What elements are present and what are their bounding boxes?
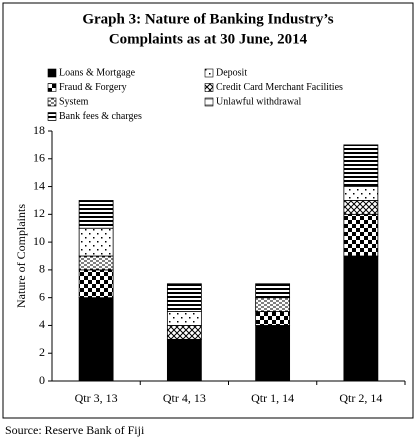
bar-segment <box>166 325 202 340</box>
bar-segment <box>255 325 291 382</box>
y-tick-label: 14 <box>33 178 45 192</box>
y-tick-label: 8 <box>39 262 45 276</box>
y-axis-label: Nature of Complaints <box>14 204 28 308</box>
bar-segment <box>78 255 114 271</box>
bar-segment <box>78 269 114 299</box>
y-tick-label: 18 <box>33 123 45 137</box>
legend-swatch <box>47 83 57 92</box>
bar-segment <box>255 283 291 299</box>
x-tick-label: Qtr 3, 13 <box>75 391 118 405</box>
source: Source: Reserve Bank of Fiji <box>5 423 145 437</box>
y-tick-label: 10 <box>33 234 45 248</box>
bar-segment <box>343 186 379 201</box>
bar-segment <box>78 297 114 382</box>
legend-label: Unlawful withdrawal <box>216 96 301 107</box>
legend-label: System <box>59 96 89 107</box>
legend-swatch <box>47 68 57 78</box>
legend-label: Credit Card Merchant Facilities <box>216 82 343 93</box>
chart-title: Complaints as at 30 June, 2014 <box>109 31 308 47</box>
legend-swatch <box>204 97 214 107</box>
bar-segment <box>343 213 379 257</box>
y-tick-label: 0 <box>39 373 45 387</box>
legend-label: Deposit <box>216 67 247 78</box>
legend-swatch <box>204 68 214 78</box>
bar-segment <box>166 311 202 326</box>
y-tick-label: 4 <box>39 317 45 331</box>
legend-swatch <box>47 112 57 121</box>
bar-segment <box>343 255 379 382</box>
bar-segment <box>255 297 291 312</box>
chart-title: Graph 3: Nature of Banking Industry’s <box>82 11 333 27</box>
frame <box>2 2 414 419</box>
bar-segment <box>343 200 379 215</box>
bar-segment <box>78 200 114 229</box>
bar-segment <box>166 283 202 312</box>
y-tick-label: 6 <box>39 289 45 303</box>
bar-segment <box>255 311 291 326</box>
bar-segment <box>78 227 114 257</box>
y-tick-label: 12 <box>33 206 45 220</box>
y-tick-label: 2 <box>39 345 45 359</box>
legend-swatch <box>47 97 57 107</box>
bar-segment <box>343 144 379 187</box>
legend-swatch <box>204 83 214 92</box>
y-tick-label: 16 <box>33 151 45 165</box>
legend-label: Loans & Mortgage <box>59 67 136 78</box>
x-tick-label: Qtr 1, 14 <box>251 391 294 405</box>
legend-label: Bank fees & charges <box>59 111 142 122</box>
bar-segment <box>166 338 202 382</box>
legend-label: Fraud & Forgery <box>59 82 127 93</box>
x-tick-label: Qtr 2, 14 <box>339 391 382 405</box>
x-tick-label: Qtr 4, 13 <box>163 391 206 405</box>
